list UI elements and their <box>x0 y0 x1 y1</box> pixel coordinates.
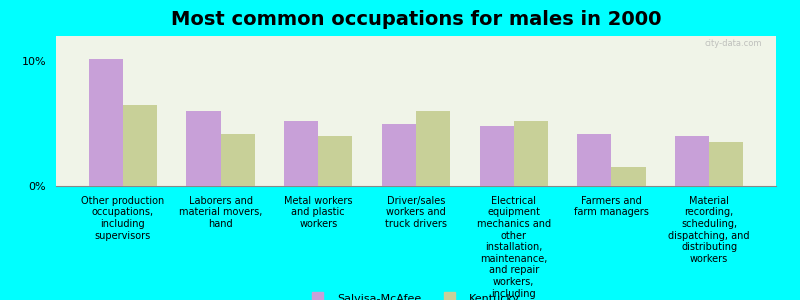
Bar <box>514 121 548 186</box>
Bar <box>479 126 514 186</box>
Bar <box>382 124 416 186</box>
Bar <box>123 105 157 186</box>
Title: Most common occupations for males in 2000: Most common occupations for males in 200… <box>170 10 662 29</box>
Legend: Salvisa-McAfee, Kentucky: Salvisa-McAfee, Kentucky <box>307 288 525 300</box>
Bar <box>318 136 353 186</box>
Bar <box>577 134 611 186</box>
Bar <box>186 111 221 186</box>
Bar <box>675 136 709 186</box>
Bar <box>611 167 646 186</box>
Bar <box>284 121 318 186</box>
Text: city-data.com: city-data.com <box>704 39 762 48</box>
Bar <box>709 142 743 186</box>
Bar <box>416 111 450 186</box>
Bar <box>89 58 123 186</box>
Bar <box>221 134 255 186</box>
